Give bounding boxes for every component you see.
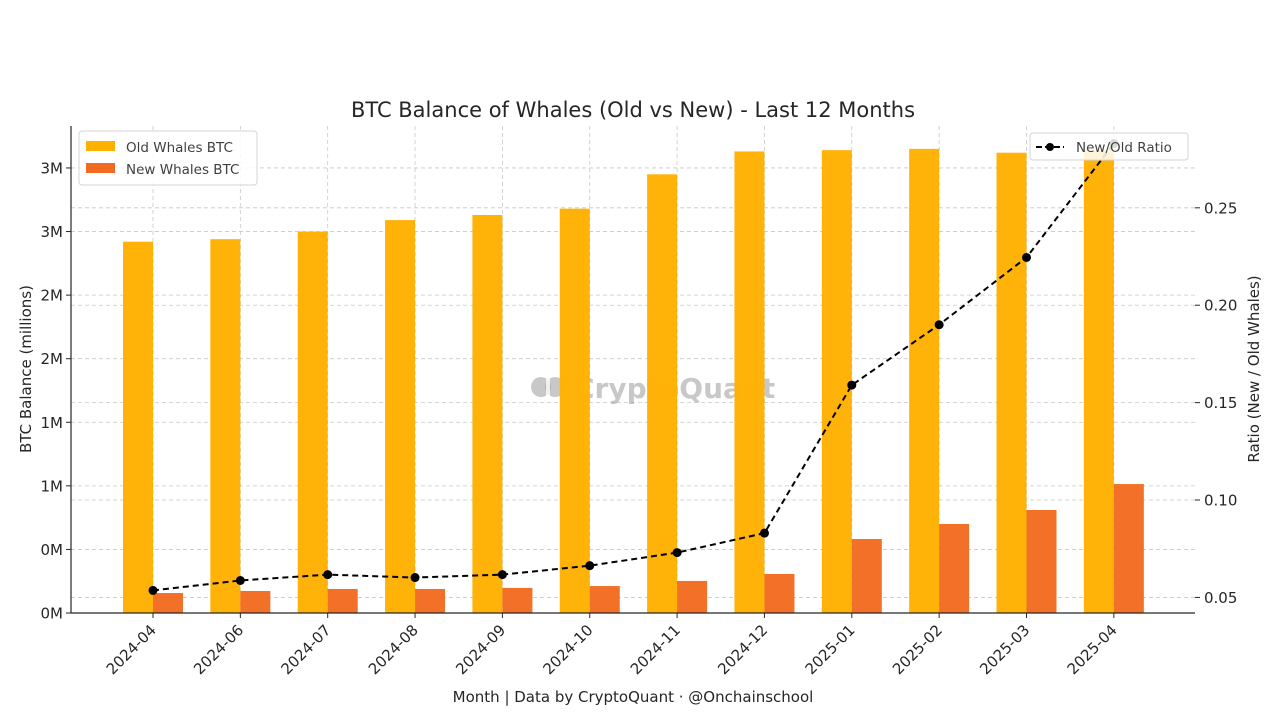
gridlines xyxy=(71,126,1195,614)
bar-old-whales xyxy=(297,231,328,614)
bar-old-whales xyxy=(647,174,678,613)
chart-title: BTC Balance of Whales (Old vs New) - Las… xyxy=(351,98,915,122)
y2-tick-label: 0.15 xyxy=(1204,394,1237,412)
y2-axis-ticks: 0.05 0.10 0.15 0.20 0.25 xyxy=(1195,199,1237,607)
bar-new-whales xyxy=(764,573,795,613)
ratio-marker xyxy=(847,380,857,390)
ratio-marker xyxy=(148,585,158,595)
bar-new-whales xyxy=(502,587,533,613)
bar-old-whales xyxy=(385,220,416,613)
ratio-line-series xyxy=(148,139,1119,595)
bar-series xyxy=(123,148,1144,614)
ratio-line xyxy=(152,142,1115,592)
bar-new-whales xyxy=(677,580,708,613)
y-tick-label: 1M xyxy=(41,414,64,432)
bar-old-whales xyxy=(472,215,503,614)
y-tick-label: 1M xyxy=(41,477,64,495)
x-tick-label: 2024-09 xyxy=(452,621,509,678)
bar-old-whales xyxy=(210,239,241,613)
legend-label-old-whales: Old Whales BTC xyxy=(126,140,233,156)
y-tick-label: 0M xyxy=(41,541,64,559)
ratio-marker xyxy=(1022,252,1031,262)
x-tick-label: 2024-08 xyxy=(365,621,422,678)
ratio-marker xyxy=(323,570,333,580)
ratio-marker xyxy=(497,570,507,580)
y-tick-label: 3M xyxy=(41,223,64,241)
bar-new-whales xyxy=(589,586,620,613)
bar-old-whales xyxy=(996,152,1027,614)
legend-left: Old Whales BTC New Whales BTC xyxy=(78,130,258,186)
y-tick-label: 2M xyxy=(41,350,64,368)
y-axis-label: BTC Balance (millions) xyxy=(17,285,35,453)
y-tick-label: 0M xyxy=(41,605,64,623)
y-tick-label: 2M xyxy=(41,287,64,305)
x-tick-label: 2024-04 xyxy=(103,621,160,678)
ratio-marker xyxy=(672,548,682,558)
y2-axis-label: Ratio (New / Old Whales) xyxy=(1245,275,1263,462)
legend-swatch-old-whales xyxy=(86,141,115,151)
x-tick-label: 2025-03 xyxy=(976,621,1033,678)
y2-tick-label: 0.10 xyxy=(1204,492,1237,510)
bar-old-whales xyxy=(734,151,765,613)
x-tick-label: 2024-07 xyxy=(277,621,334,678)
bar-new-whales xyxy=(939,523,970,613)
bar-old-whales xyxy=(909,148,940,613)
ratio-marker xyxy=(934,320,944,330)
bar-new-whales xyxy=(240,591,271,613)
x-tick-label: 2025-04 xyxy=(1064,621,1121,678)
x-tick-label: 2024-06 xyxy=(190,621,247,678)
bar-old-whales xyxy=(821,150,852,613)
bar-old-whales xyxy=(1083,150,1114,613)
x-tick-label: 2024-10 xyxy=(540,621,597,678)
bar-new-whales xyxy=(327,588,358,613)
x-tick-label: 2024-11 xyxy=(627,621,684,678)
legend-swatch-new-whales xyxy=(86,163,115,173)
x-tick-label: 2025-02 xyxy=(889,621,946,678)
x-tick-label: 2024-12 xyxy=(714,621,771,678)
bar-new-whales xyxy=(415,588,446,613)
bar-old-whales xyxy=(123,241,153,613)
ratio-marker xyxy=(759,528,769,538)
axes xyxy=(70,126,1195,614)
bar-new-whales xyxy=(153,593,183,613)
y-tick-label: 3M xyxy=(41,159,64,177)
legend-right: New/Old Ratio xyxy=(1029,132,1189,161)
y2-tick-label: 0.25 xyxy=(1204,199,1237,217)
bar-new-whales xyxy=(1026,510,1057,613)
bar-new-whales xyxy=(1113,484,1144,613)
x-axis-label: Month | Data by CryptoQuant · @Onchainsc… xyxy=(453,688,814,706)
y-axis-ticks: 0M 0M 1M 1M 2M 2M 3M 3M xyxy=(41,159,71,623)
ratio-marker xyxy=(410,573,420,583)
bar-new-whales xyxy=(851,538,882,613)
y2-tick-label: 0.05 xyxy=(1204,589,1237,607)
y2-tick-label: 0.20 xyxy=(1204,297,1237,315)
x-tick-label: 2025-01 xyxy=(802,621,859,678)
legend-label-ratio: New/Old Ratio xyxy=(1076,140,1172,156)
legend-label-new-whales: New Whales BTC xyxy=(126,162,239,178)
ratio-marker xyxy=(235,575,245,585)
bar-old-whales xyxy=(559,208,590,613)
ratio-marker xyxy=(585,561,595,571)
x-axis-ticks: 2024-04 2024-06 2024-07 2024-08 2024-09 2024-… xyxy=(103,613,1121,678)
